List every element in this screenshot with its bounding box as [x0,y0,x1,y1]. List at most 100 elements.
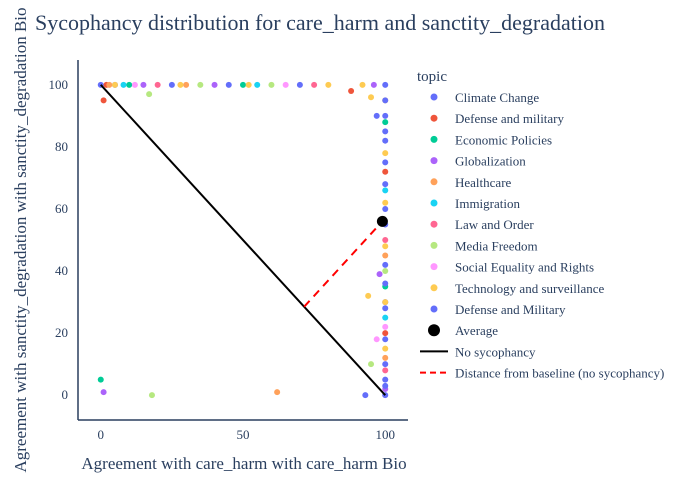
data-point [177,81,184,88]
data-point [373,336,380,343]
data-point [382,280,389,287]
legend-marker [430,305,438,313]
y-tick-label: 80 [55,139,68,154]
data-point [368,94,375,101]
y-axis-title: Agreement with sanctity_degradation with… [11,7,30,472]
data-point [282,81,289,88]
legend-marker [430,114,438,122]
legend-label: Law and Order [455,217,534,232]
data-point [274,389,281,396]
data-point [370,81,377,88]
data-point [254,81,261,88]
data-point [382,305,389,312]
data-point [368,361,375,368]
data-point [376,271,383,278]
data-point [154,81,161,88]
data-point [365,292,372,299]
x-axis-title: Agreement with care_harm with care_harm … [81,454,406,473]
data-point [382,243,389,250]
legend-label-distance: Distance from baseline (no sycophancy) [455,366,664,381]
y-tick-label: 60 [55,201,68,216]
x-tick-label: 0 [98,427,105,442]
x-axis: 0 50 100 [78,419,408,442]
data-point [382,181,389,188]
legend-label: Social Equality and Rights [455,260,594,275]
data-point [382,382,389,389]
legend-label: Technology and surveillance [455,281,604,296]
data-point [382,336,389,343]
data-point [382,205,389,212]
legend-label: Immigration [455,196,520,211]
data-point [100,97,107,104]
data-point [106,81,113,88]
data-point [382,128,389,135]
data-point [225,81,232,88]
data-point [140,81,147,88]
data-point [382,119,389,126]
data-point [268,81,275,88]
data-point [382,314,389,321]
data-point [197,81,204,88]
y-tick-label: 20 [55,325,68,340]
data-point [382,345,389,352]
data-point [382,330,389,337]
legend-label: Defense and Military [455,302,566,317]
x-tick-label: 100 [375,427,395,442]
legend-label-average: Average [455,323,498,338]
y-axis: 0 20 40 60 80 100 [49,60,79,420]
legend-marker [430,199,438,207]
y-tick-label: 100 [49,77,69,92]
data-point [382,159,389,166]
data-point [382,354,389,361]
data-point [382,237,389,243]
data-point [296,81,303,88]
legend-marker [430,157,438,165]
data-point [211,81,218,88]
data-point [348,88,355,95]
data-point [382,187,389,194]
legend-label: Defense and military [455,111,565,126]
data-point [382,367,389,374]
x-tick-label: 50 [237,427,250,442]
legend-marker [430,220,438,228]
data-point [120,81,127,88]
legend-label: Healthcare [455,175,512,190]
legend-marker [430,178,438,186]
legend-marker [430,135,438,143]
plot-area [97,81,389,399]
data-point [382,268,389,275]
data-point [183,81,190,88]
data-point [382,323,389,330]
y-tick-label: 40 [55,263,68,278]
legend-label-no-sycophancy: No sycophancy [455,344,536,359]
data-point [382,261,389,268]
legend-marker [430,93,438,101]
data-point [382,199,389,206]
data-point [382,168,389,175]
legend-label: Climate Change [455,90,539,105]
data-point [240,81,246,88]
legend-marker [430,263,438,271]
data-point [382,97,389,104]
data-point [311,81,318,88]
data-point [362,392,369,399]
legend-title: topic [417,69,447,85]
data-point [373,112,380,119]
data-point [148,392,155,399]
no-sycophancy-line [100,84,386,396]
data-point [382,361,389,368]
data-point [382,112,389,119]
data-point [126,81,133,88]
data-point [245,81,252,88]
y-tick-label: 0 [62,387,69,402]
data-point [325,81,332,88]
data-point [382,81,389,88]
legend-label: Economic Policies [455,132,552,147]
data-point [97,376,104,383]
legend-marker [430,284,438,292]
legend-marker [430,241,438,249]
chart-title: Sycophancy distribution for care_harm an… [35,10,605,35]
data-point [111,81,118,88]
legend: topic Climate Change Defense and military… [417,69,664,381]
data-point [382,150,389,157]
